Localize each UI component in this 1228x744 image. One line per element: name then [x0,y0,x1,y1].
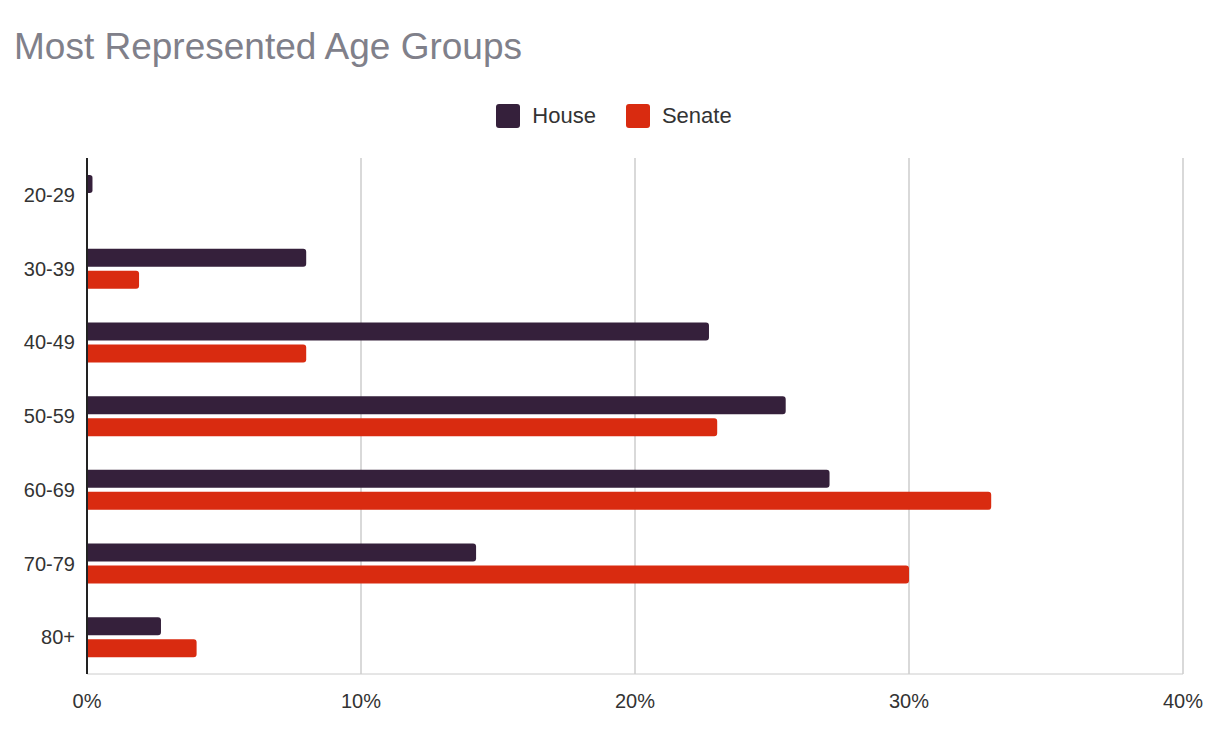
svg-text:40%: 40% [1163,690,1203,712]
svg-text:30-39: 30-39 [24,258,75,280]
html-text:House: House [532,103,596,128]
svg-text:10%: 10% [341,690,381,712]
svg-text:40-49: 40-49 [24,331,75,353]
svg-text:70-79: 70-79 [24,553,75,575]
svg-text:20%: 20% [615,690,655,712]
svg-text:20-29: 20-29 [24,184,75,206]
svg-text:50-59: 50-59 [24,405,75,427]
svg-text:60-69: 60-69 [24,479,75,501]
html-text:Senate: Senate [661,103,732,128]
svg-text:30%: 30% [889,690,929,712]
svg-text:0%: 0% [73,690,102,712]
svg-text:80+: 80+ [41,626,75,648]
html-text:Most Represented Age Groups: Most Represented Age Groups [14,26,522,67]
